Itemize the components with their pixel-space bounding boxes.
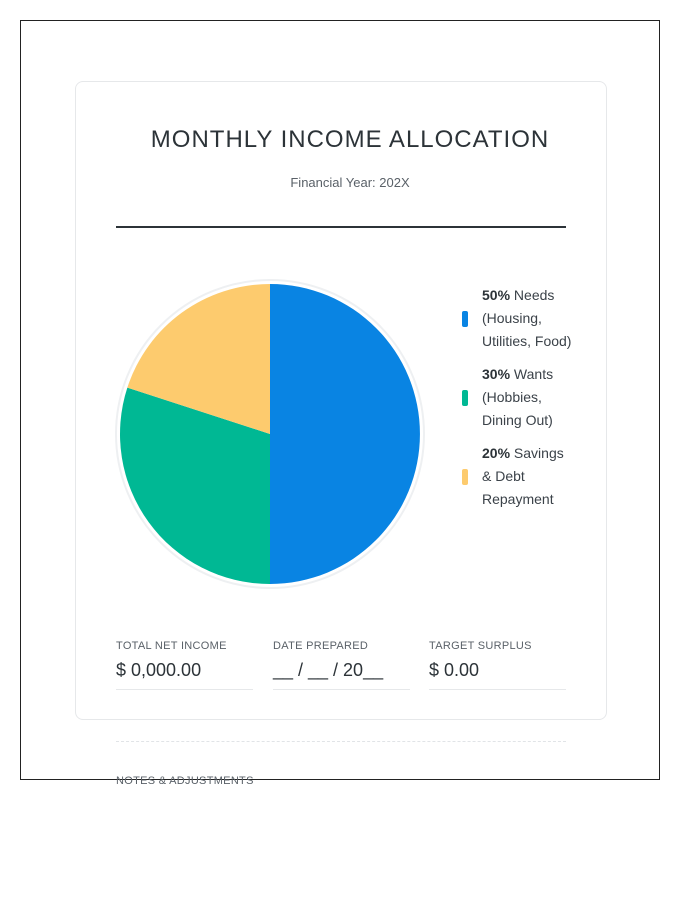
legend-percent-needs: 50% (482, 287, 511, 303)
legend-label-savings: Savings & Debt Repayment (482, 445, 564, 507)
target-surplus-value[interactable]: $ 0.00 (429, 660, 566, 690)
legend-item-needs: 50% Needs (Housing, Utilities, Food) (462, 284, 572, 353)
legend-swatch-needs (462, 310, 468, 327)
pie-slice-wants (119, 387, 271, 584)
total-net-income-label: TOTAL NET INCOME (116, 640, 227, 652)
pie-slice-savings (127, 284, 270, 434)
chart-legend: 50% Needs (Housing, Utilities, Food) 30%… (462, 284, 572, 521)
legend-label-needs: Needs (Housing, Utilities, Food) (482, 287, 572, 349)
legend-item-savings: 20% Savings & Debt Repayment (462, 442, 572, 511)
total-net-income-field[interactable]: TOTAL NET INCOME $ 0,000.00 (116, 640, 253, 690)
legend-swatch-savings (462, 468, 468, 485)
notes-divider (116, 741, 566, 742)
allocation-pie-chart (115, 279, 425, 589)
title-divider (116, 226, 566, 228)
date-prepared-value[interactable]: __ / __ / 20__ (273, 660, 410, 690)
legend-swatch-wants (462, 389, 468, 406)
date-prepared-label: DATE PREPARED (273, 640, 369, 652)
page-subtitle: Financial Year: 202X (290, 175, 410, 190)
target-surplus-label: TARGET SURPLUS (429, 640, 532, 652)
legend-item-wants: 30% Wants (Hobbies, Dining Out) (462, 363, 572, 432)
legend-percent-savings: 20% (482, 445, 511, 461)
pie-slice-needs (270, 284, 420, 584)
total-net-income-value[interactable]: $ 0,000.00 (116, 660, 253, 690)
legend-label-wants: Wants (Hobbies, Dining Out) (482, 366, 554, 428)
page-title: MONTHLY INCOME ALLOCATION (150, 126, 550, 153)
legend-percent-wants: 30% (482, 366, 511, 382)
notes-label: NOTES & ADJUSTMENTS (116, 775, 254, 787)
date-prepared-field[interactable]: DATE PREPARED __ / __ / 20__ (273, 640, 410, 690)
target-surplus-field[interactable]: TARGET SURPLUS $ 0.00 (429, 640, 566, 690)
page-frame (20, 20, 660, 780)
